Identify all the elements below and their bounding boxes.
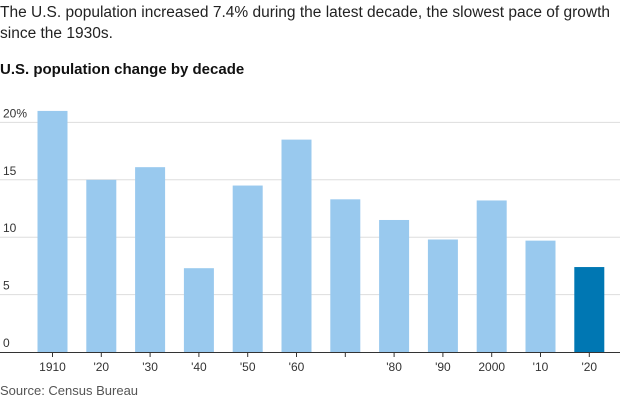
chart-subtitle: The U.S. population increased 7.4% durin… bbox=[0, 4, 611, 42]
x-tick-label: '40 bbox=[191, 360, 207, 374]
x-tick-label: '90 bbox=[435, 360, 451, 374]
x-tick-label: '20 bbox=[93, 360, 109, 374]
x-tick-label: '10 bbox=[533, 360, 549, 374]
x-tick-label: '50 bbox=[240, 360, 256, 374]
x-tick-label: '60 bbox=[289, 360, 305, 374]
y-tick-label: 0 bbox=[3, 336, 10, 350]
bar bbox=[86, 179, 117, 352]
bar bbox=[232, 185, 263, 352]
y-tick-label: 15 bbox=[3, 164, 17, 178]
y-tick-label: 20% bbox=[3, 106, 27, 120]
bar bbox=[427, 239, 458, 352]
bar bbox=[183, 268, 214, 352]
x-tick-label: '30 bbox=[142, 360, 158, 374]
bars bbox=[37, 110, 605, 352]
bar bbox=[476, 200, 507, 352]
x-tick-label: '20 bbox=[581, 360, 597, 374]
bar bbox=[525, 240, 556, 352]
bar bbox=[574, 267, 605, 352]
x-tick-label: '80 bbox=[386, 360, 402, 374]
x-tick-label: 1910 bbox=[39, 360, 66, 374]
bar bbox=[379, 219, 410, 352]
axes: 1910 '20 '30 '40 '50 '60 '80 '90 2000 '10 '20 bbox=[0, 352, 620, 374]
y-tick-label: 5 bbox=[3, 279, 10, 293]
bar bbox=[281, 139, 312, 352]
bar-chart: 0 5 10 15 20% 1910 '20 '30 '40 '50 '60 '80 '90 2000 '… bbox=[0, 106, 620, 374]
bar bbox=[37, 110, 68, 352]
chart-title: U.S. population change by decade bbox=[0, 61, 245, 78]
source-note: Source: Census Bureau bbox=[0, 383, 139, 398]
bar bbox=[135, 167, 166, 352]
x-tick-label: 2000 bbox=[478, 360, 505, 374]
y-tick-label: 10 bbox=[3, 221, 17, 235]
bar bbox=[330, 199, 361, 352]
